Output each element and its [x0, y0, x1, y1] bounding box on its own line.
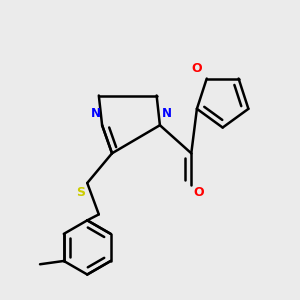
- Text: O: O: [193, 186, 204, 199]
- Text: N: N: [91, 107, 100, 120]
- Text: N: N: [162, 107, 172, 120]
- Text: S: S: [76, 186, 85, 199]
- Text: O: O: [191, 61, 202, 75]
